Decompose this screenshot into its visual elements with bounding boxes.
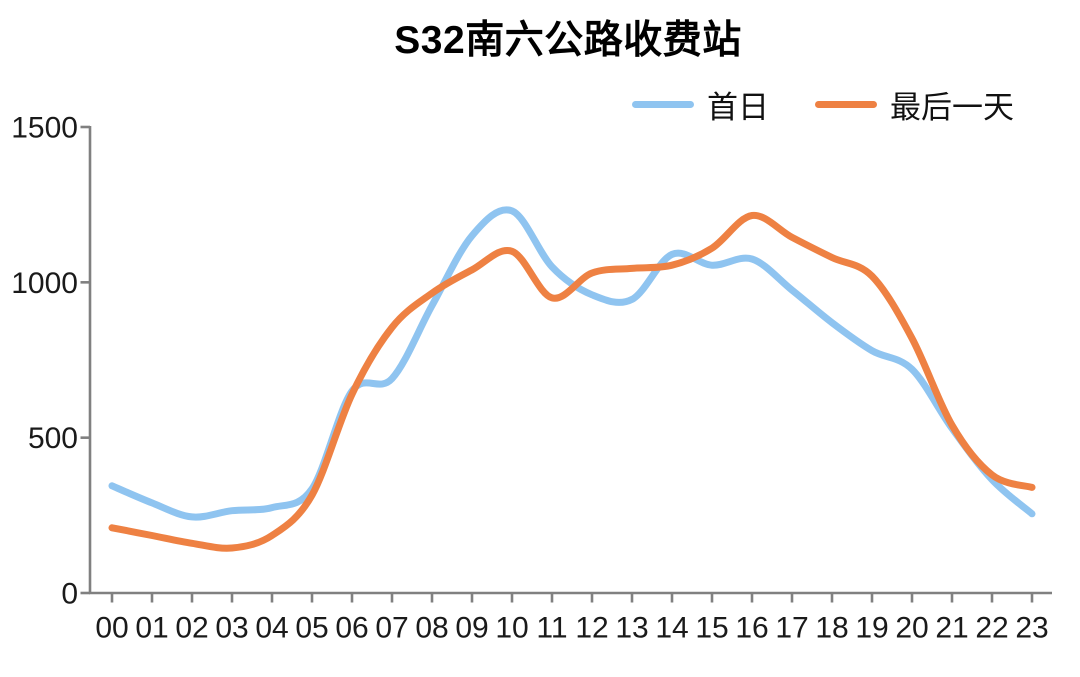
x-axis-tick-label: 23 [1015, 612, 1048, 645]
x-axis-tick-label: 01 [135, 612, 168, 645]
x-axis-tick-label: 12 [575, 612, 608, 645]
x-axis-tick-label: 17 [775, 612, 808, 645]
x-axis-tick-label: 19 [855, 612, 888, 645]
legend-label-last-day: 最后一天 [890, 90, 1014, 125]
x-axis-tick-label: 18 [815, 612, 848, 645]
legend-line-swatch-last-day [815, 101, 877, 108]
x-axis-tick-label: 20 [895, 612, 928, 645]
x-axis-tick-label: 05 [295, 612, 328, 645]
y-axis-tick-label: 1000 [11, 267, 78, 300]
legend: 首日 最后一天 [632, 82, 1014, 127]
y-axis-tick-label: 0 [61, 578, 78, 611]
x-axis-tick-label: 00 [95, 612, 128, 645]
legend-item-last-day: 最后一天 [815, 82, 1014, 127]
y-axis-tick-label: 1500 [11, 112, 78, 145]
x-axis-tick-label: 06 [335, 612, 368, 645]
y-axis-tick-label: 500 [28, 422, 78, 455]
chart-title: S32南六公路收费站 [394, 19, 742, 62]
legend-label-first-day: 首日 [707, 90, 769, 125]
x-axis-tick-label: 16 [735, 612, 768, 645]
x-axis-tick-label: 22 [975, 612, 1008, 645]
x-axis-tick-label: 15 [695, 612, 728, 645]
series-line-first-day [108, 206, 1036, 521]
x-axis-tick-label: 02 [175, 612, 208, 645]
x-axis-tick-label: 09 [455, 612, 488, 645]
x-axis-tick-label: 03 [215, 612, 248, 645]
series-line-last-day [108, 211, 1036, 552]
x-axis-tick-label: 04 [255, 612, 288, 645]
x-axis-tick-label: 13 [615, 612, 648, 645]
legend-item-first-day: 首日 [632, 82, 769, 127]
x-axis-tick-label: 10 [495, 612, 528, 645]
x-axis-tick-label: 14 [655, 612, 688, 645]
x-axis-tick-label: 21 [935, 612, 968, 645]
legend-line-swatch-first-day [632, 101, 694, 108]
x-axis-tick-label: 07 [375, 612, 408, 645]
x-axis-tick-label: 08 [415, 612, 448, 645]
x-axis-tick-label: 11 [536, 612, 567, 645]
